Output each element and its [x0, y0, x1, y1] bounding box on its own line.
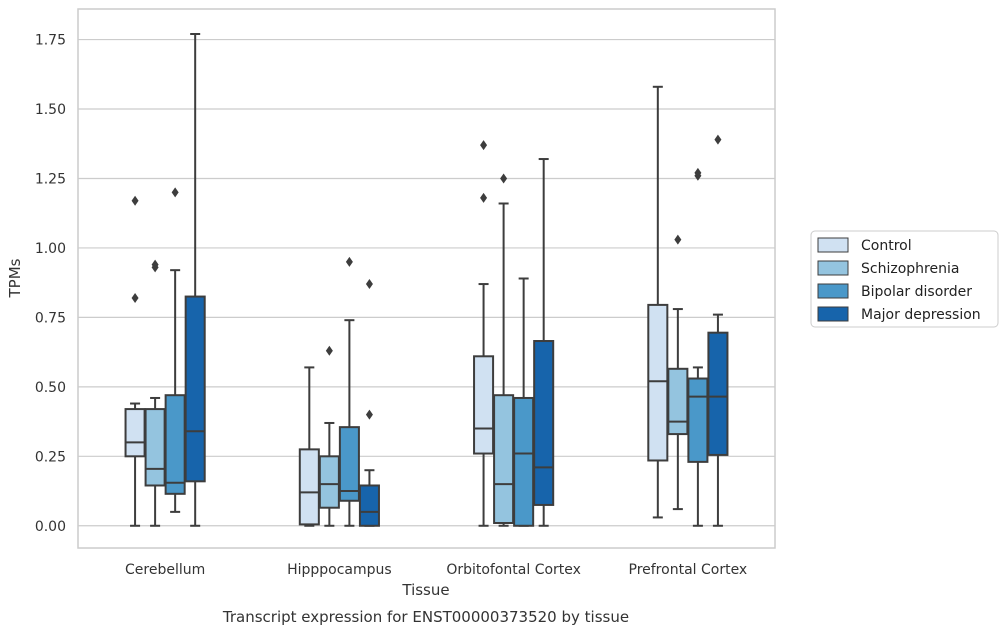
y-tick-label: 0.25: [35, 449, 66, 465]
box: [338, 256, 360, 527]
legend-label: Major depression: [861, 307, 981, 323]
legend-label: Control: [861, 238, 912, 254]
legend-label: Schizophrenia: [861, 261, 959, 277]
outlier-point: [345, 256, 353, 267]
box-body: [298, 448, 320, 526]
outlier-point: [131, 292, 139, 303]
box: [164, 187, 186, 513]
series-major-depression: [184, 33, 729, 527]
x-axis-label: Tissue: [401, 581, 449, 599]
y-tick-label: 1.50: [35, 102, 66, 118]
series-control: [124, 85, 669, 527]
box-body: [707, 331, 729, 456]
plot-frame: [77, 8, 776, 549]
box: [667, 234, 689, 511]
legend-swatch: [817, 283, 849, 299]
box-body: [533, 340, 555, 506]
y-tick-label: 1.00: [35, 241, 66, 257]
box-body: [493, 394, 515, 524]
box-body: [164, 394, 186, 495]
legend-frame: [810, 230, 999, 328]
y-tick-label: 0.50: [35, 380, 66, 396]
y-tick-label: 0.75: [35, 310, 66, 326]
box-body: [338, 426, 360, 502]
box-body: [513, 396, 535, 527]
x-tick-label: Orbitofontal Cortex: [446, 562, 581, 578]
series-bipolar-disorder: [164, 167, 709, 527]
legend-swatch: [817, 260, 849, 276]
box: [184, 33, 206, 527]
box-body: [144, 408, 166, 487]
outlier-point: [325, 345, 333, 356]
outlier-point: [480, 192, 488, 203]
box-body: [358, 484, 380, 527]
x-tick-label: Prefrontal Cortex: [629, 562, 748, 578]
x-tick-labels: Cerebellum Hipppocampus Orbitofontal Corte…: [125, 562, 747, 578]
box: [358, 279, 380, 527]
y-axis-label: TPMs: [6, 258, 24, 298]
outlier-point: [365, 409, 373, 420]
box-body: [473, 355, 495, 455]
outlier-point: [151, 259, 159, 270]
outlier-point: [714, 134, 722, 145]
box: [124, 195, 146, 527]
x-tick-label: Cerebellum: [125, 562, 205, 578]
outlier-point: [694, 167, 702, 178]
box-series: [124, 33, 729, 527]
legend-swatch: [817, 237, 849, 253]
box-body: [647, 303, 669, 462]
box: [533, 158, 555, 527]
y-tick-label: 1.25: [35, 171, 66, 187]
box-body: [318, 455, 340, 509]
chart-caption: Transcript expression for ENST0000037352…: [222, 608, 629, 626]
box-body: [667, 367, 689, 436]
box: [473, 140, 495, 527]
outlier-point: [674, 234, 682, 245]
outlier-point: [365, 279, 373, 290]
box-body: [124, 408, 146, 458]
box-body: [687, 377, 709, 463]
outlier-point: [171, 187, 179, 198]
outlier-point: [131, 195, 139, 206]
legend-swatch: [817, 306, 849, 322]
box: [318, 345, 340, 527]
box: [144, 259, 166, 527]
box: [707, 134, 729, 527]
box-body: [184, 295, 206, 483]
legend: Control Schizophrenia Bipolar disorder Majo…: [810, 230, 999, 328]
x-tick-label: Hipppocampus: [287, 562, 392, 578]
y-tick-labels: 0.00 0.25 0.50 0.75 1.00 1.25 1.50 1.75: [35, 33, 66, 535]
legend-label: Bipolar disorder: [861, 284, 972, 300]
y-tick-label: 1.75: [35, 33, 66, 49]
box: [298, 366, 320, 527]
y-tick-label: 0.00: [35, 519, 66, 535]
outlier-point: [480, 140, 488, 151]
outlier-point: [500, 173, 508, 184]
